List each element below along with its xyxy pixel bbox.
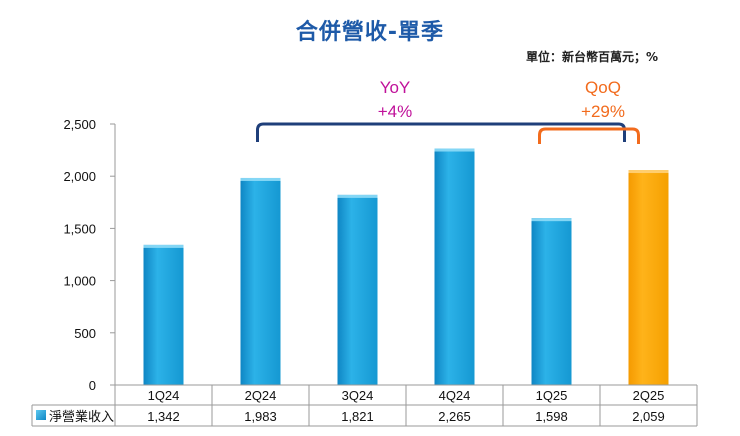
qoq-bracket	[538, 127, 640, 144]
x-tick-label: 3Q24	[342, 388, 374, 403]
data-label: 1,821	[341, 409, 374, 424]
data-label: 1,342	[147, 409, 180, 424]
chart-title: 合併營收-單季	[295, 20, 445, 45]
bar-top-cap	[143, 244, 184, 248]
bar-top-cap	[531, 218, 572, 222]
data-label: 1,598	[535, 409, 568, 424]
bar-top-cap	[628, 170, 669, 174]
y-tick-label: 500	[74, 326, 96, 341]
y-tick-label: 1,000	[63, 274, 96, 289]
yoy-bracket	[256, 122, 626, 142]
y-tick-label: 2,500	[63, 117, 96, 132]
data-label: 1,983	[244, 409, 277, 424]
x-tick-label: 4Q24	[439, 388, 471, 403]
bar	[531, 218, 572, 385]
bar	[240, 177, 281, 385]
yoy-value: +4%	[378, 102, 413, 121]
bar-top-cap	[240, 177, 281, 181]
legend-swatch	[36, 410, 46, 420]
x-tick-label: 2Q25	[633, 388, 665, 403]
bar-top-cap	[434, 148, 475, 152]
x-tick-label: 1Q24	[148, 388, 180, 403]
legend-series-name: 淨營業收入	[49, 409, 114, 425]
y-tick-label: 2,000	[63, 169, 96, 184]
bar	[143, 244, 184, 385]
y-tick-label: 1,500	[63, 221, 96, 236]
x-tick-label: 1Q25	[536, 388, 568, 403]
qoq-value: +29%	[581, 102, 625, 121]
bar	[337, 194, 378, 385]
data-label: 2,265	[438, 409, 471, 424]
yoy-label: YoY	[380, 78, 411, 97]
y-tick-label: 0	[89, 378, 96, 393]
bar-top-cap	[337, 194, 378, 198]
data-label: 2,059	[632, 409, 665, 424]
x-tick-label: 2Q24	[245, 388, 277, 403]
unit-label: 單位：新台幣百萬元；%	[525, 50, 658, 64]
qoq-label: QoQ	[585, 78, 621, 97]
bar-highlight	[628, 170, 669, 385]
bar	[434, 148, 475, 385]
